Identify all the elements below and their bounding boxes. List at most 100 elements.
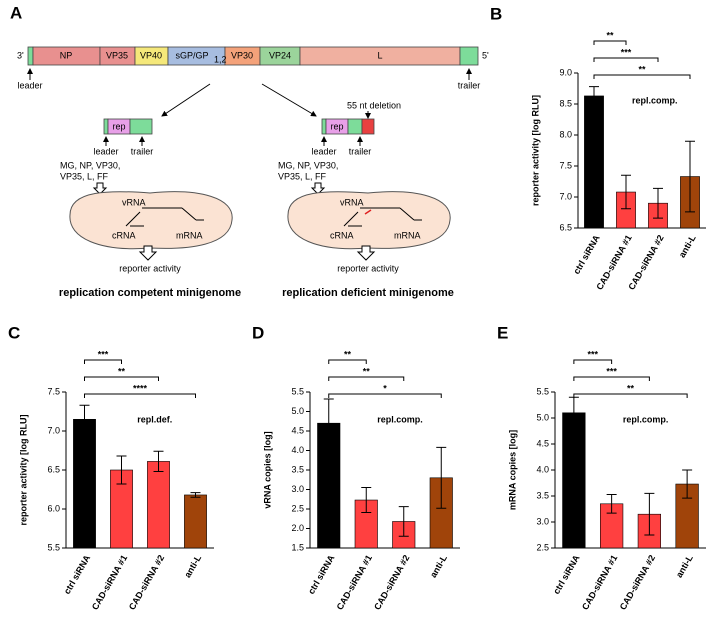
error-bar (589, 86, 599, 106)
y-tick-label: 7.0 (559, 191, 572, 201)
significance-label: ** (606, 30, 614, 40)
significance-bracket (328, 393, 442, 398)
rna-scheme (343, 207, 422, 227)
y-tick-label: 5.0 (291, 406, 304, 416)
bar (562, 412, 586, 549)
error-bar (398, 506, 409, 537)
leader-segment (321, 118, 327, 135)
gene-label: VP30 (231, 50, 253, 60)
significance-bracket (593, 74, 691, 79)
y-axis-label: vRNA copies [log] (262, 431, 272, 508)
x-tick-label: ctrl siRNA (551, 553, 582, 596)
y-tick-label: 5.5 (291, 386, 304, 396)
annotation: repl.comp. (623, 414, 669, 424)
x-tick-label: ctrl siRNA (571, 233, 602, 276)
hollow-arrow (138, 245, 158, 261)
y-tick-label: 3.0 (291, 484, 304, 494)
y-axis-label: mRNA copies [log] (507, 430, 517, 510)
output-label: reporter activity (337, 263, 399, 273)
significance-bracket (84, 359, 122, 364)
significance-label: *** (98, 349, 109, 359)
y-tick-label: 1.5 (291, 542, 304, 552)
significance-label: * (383, 383, 387, 393)
error-bar (190, 492, 201, 498)
y-tick-label: 7.0 (47, 425, 60, 435)
y-tick-label: 3.5 (536, 490, 549, 500)
error-bar (644, 492, 655, 536)
significance-label: *** (587, 349, 598, 359)
significance-bracket (84, 393, 196, 398)
x-tick-label: CAD-siRNA #2 (626, 233, 666, 291)
arrow (261, 83, 317, 117)
panel-letter: C (8, 323, 20, 342)
bar (73, 418, 96, 549)
error-bar (685, 140, 695, 213)
cell (287, 191, 451, 250)
y-tick-label: 2.0 (291, 523, 304, 533)
x-tick-label: anti-L (674, 553, 695, 580)
significance-label: **** (133, 383, 148, 393)
x-tick-label: CAD-siRNA #2 (372, 553, 412, 611)
y-tick-label: 5.5 (47, 542, 60, 552)
leader-segment (27, 46, 34, 66)
significance-label: ** (344, 349, 352, 359)
error-bar (436, 446, 447, 509)
x-tick-label: anti-L (182, 553, 203, 580)
significance-bracket (573, 376, 650, 381)
x-tick-label: anti-L (428, 553, 449, 580)
gene-label: sGP/GP (175, 50, 208, 60)
trailer-segment (347, 118, 363, 135)
significance-bracket (328, 376, 405, 381)
bar (584, 95, 604, 229)
x-tick-label: CAD-siRNA #2 (127, 553, 167, 611)
significance-bracket (84, 376, 159, 381)
trailer-label: trailer (349, 146, 372, 156)
y-tick-label: 5.5 (536, 386, 549, 396)
y-tick-label: 4.5 (536, 438, 549, 448)
y-tick-label: 6.0 (47, 503, 60, 513)
end-label: 3' (17, 50, 24, 60)
significance-bracket (328, 359, 367, 364)
x-tick-label: anti-L (677, 233, 698, 260)
panel-letter: E (497, 323, 508, 342)
bar (147, 461, 170, 549)
panel-letter: A (10, 3, 22, 22)
y-tick-label: 3.0 (536, 516, 549, 526)
error-bar (606, 493, 617, 514)
inputs: VP35, L, FF (60, 171, 109, 181)
x-tick-label: CAD-siRNA #2 (618, 553, 658, 611)
gene-label: VP35 (106, 50, 128, 60)
right-minigenome: 55 nt deletion rep leader trailer MG, NP… (278, 100, 454, 299)
error-bar (323, 398, 334, 448)
trailer-label: trailer (458, 80, 481, 90)
significance-label: ** (118, 366, 126, 376)
panel-a: A 3' NP VP35 VP40 sGP/GP 1,2 VP30 VP24 L… (10, 3, 489, 298)
y-tick-label: 7.5 (559, 160, 572, 170)
significance-bracket (573, 359, 613, 364)
rna-label: vRNA (340, 197, 364, 207)
y-tick-label: 6.5 (559, 222, 572, 232)
chart: C 5.5 6.0 6.5 7.0 7.5 reporter activity [log R… (8, 323, 214, 612)
x-tick-label: CAD-siRNA #1 (335, 553, 375, 611)
y-tick-label: 6.5 (47, 464, 60, 474)
significance-label: *** (621, 47, 632, 57)
hollow-arrow (310, 182, 326, 195)
y-tick-label: 5.0 (536, 412, 549, 422)
significance-label: ** (363, 366, 371, 376)
cell (69, 191, 233, 250)
chart: D 1.5 2.0 2.5 3.0 3.5 4.0 4.5 5.0 5.5 vRNA copies … (252, 323, 460, 612)
significance-bracket (593, 40, 627, 45)
error-bar (79, 404, 90, 434)
arrow (161, 83, 211, 117)
inputs: MG, NP, VP30, (278, 160, 338, 170)
trailer-segment (129, 118, 153, 135)
rna-label: mRNA (394, 230, 421, 240)
y-tick-label: 8.5 (559, 98, 572, 108)
error-bar (116, 455, 127, 485)
rna-scheme (125, 207, 204, 227)
left-minigenome: rep leader trailer MG, NP, VP30, VP35, L… (59, 118, 241, 299)
annotation: repl.comp. (632, 95, 678, 105)
trailer-segment (459, 46, 479, 66)
trailer-label: trailer (131, 146, 154, 156)
